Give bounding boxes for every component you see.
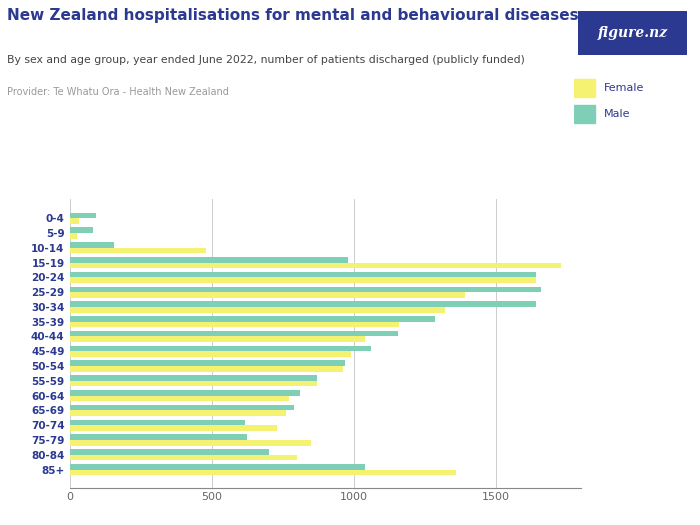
Bar (70, 218, 78, 224)
Bar (70, 351, 351, 357)
Bar (70, 411, 286, 416)
Bar (70, 469, 456, 475)
Bar (70, 257, 348, 262)
Bar (70, 464, 365, 469)
Text: Female: Female (603, 83, 644, 93)
Bar (70, 307, 444, 312)
Bar (70, 345, 371, 351)
Bar (70, 233, 77, 239)
Bar (70, 381, 317, 386)
Bar (70, 331, 398, 337)
Bar (70, 277, 536, 283)
Bar (70, 301, 536, 307)
Bar (70, 405, 294, 411)
FancyBboxPatch shape (574, 105, 596, 123)
Bar (70, 434, 247, 440)
Bar (70, 455, 297, 460)
Bar (70, 425, 277, 431)
Bar (70, 361, 345, 366)
Text: Male: Male (603, 109, 630, 120)
Bar (70, 449, 269, 455)
Text: By sex and age group, year ended June 2022, number of patients discharged (publi: By sex and age group, year ended June 20… (7, 55, 525, 65)
Bar (70, 262, 561, 268)
Bar (70, 287, 541, 292)
Bar (70, 337, 365, 342)
Bar (70, 248, 206, 254)
Bar (70, 322, 399, 327)
Bar (70, 375, 317, 381)
Text: New Zealand hospitalisations for mental and behavioural diseases: New Zealand hospitalisations for mental … (7, 8, 579, 23)
Bar (70, 440, 312, 446)
Bar (70, 390, 300, 396)
Text: figure.nz: figure.nz (597, 26, 668, 40)
Bar (70, 213, 95, 218)
Bar (70, 316, 435, 322)
Text: Provider: Te Whatu Ora - Health New Zealand: Provider: Te Whatu Ora - Health New Zeal… (7, 87, 229, 97)
Bar (70, 366, 342, 372)
Bar (70, 292, 465, 298)
Bar (70, 227, 92, 233)
Bar (70, 419, 244, 425)
Bar (70, 396, 288, 401)
Bar (70, 272, 536, 277)
FancyBboxPatch shape (574, 79, 596, 97)
Bar (70, 242, 114, 248)
